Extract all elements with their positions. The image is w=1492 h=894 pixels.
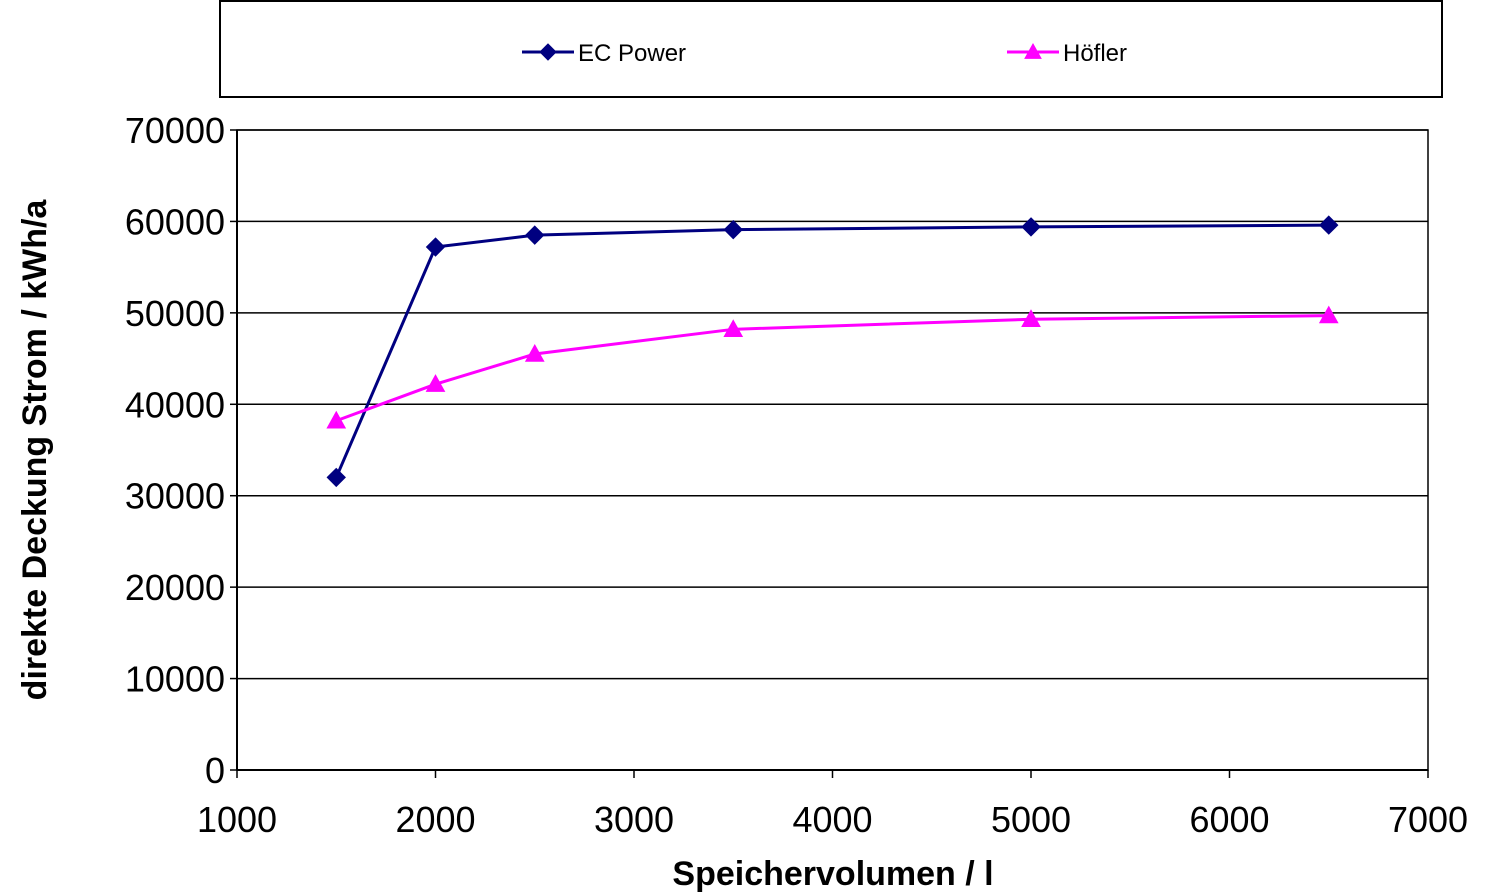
data-point-triangle — [425, 374, 446, 392]
data-point-triangle — [1021, 309, 1041, 327]
plot-area — [236, 129, 1429, 771]
y-axis-title: direkte Deckung Strom / kWh/a — [16, 199, 54, 701]
data-point-triangle — [1024, 42, 1042, 59]
data-point-diamond — [539, 43, 557, 61]
x-axis-title: Speichervolumen / l — [672, 855, 993, 893]
x-tick-label: 1000 — [197, 799, 277, 840]
y-tick-label: 50000 — [125, 293, 225, 334]
y-tick-label: 10000 — [125, 659, 225, 700]
series-line — [335, 314, 1329, 423]
data-point-triangle — [1318, 305, 1339, 324]
legend-box — [219, 0, 1443, 98]
x-tick-label: 2000 — [395, 799, 475, 840]
data-point-diamond — [425, 237, 446, 257]
gridlines — [237, 129, 1428, 680]
x-tick-label: 5000 — [991, 799, 1071, 840]
data-point-diamond — [1021, 217, 1041, 237]
tick-labels: 0 10000 20000 30000 40000 50000 60000 70000 1000… — [125, 110, 1468, 840]
x-tick-label: 3000 — [594, 799, 674, 840]
legend: EC Power Höfler — [522, 40, 1127, 67]
x-tick-label: 4000 — [792, 799, 872, 840]
y-tick-label: 70000 — [125, 110, 225, 151]
series-2 — [326, 305, 1339, 429]
series-line — [334, 223, 1329, 479]
x-tick-label: 6000 — [1189, 799, 1269, 840]
legend-item-1: EC Power — [522, 40, 686, 67]
data-point-triangle — [723, 319, 744, 338]
y-tick-label: 30000 — [125, 476, 225, 517]
legend-label: Höfler — [1063, 40, 1127, 67]
y-tick-label: 60000 — [125, 201, 225, 242]
x-tick-label: 7000 — [1388, 799, 1468, 840]
y-tick-label: 20000 — [125, 567, 225, 608]
series-layer — [326, 215, 1339, 488]
data-point-diamond — [525, 225, 545, 245]
data-point-diamond — [326, 467, 346, 488]
data-point-diamond — [1319, 215, 1339, 235]
data-point-triangle — [326, 410, 347, 429]
data-point-diamond — [723, 219, 743, 240]
legend-label: EC Power — [578, 40, 686, 67]
series-1 — [326, 215, 1339, 488]
y-tick-label: 40000 — [125, 384, 225, 425]
data-point-triangle — [524, 343, 545, 362]
y-tick-label: 0 — [205, 750, 225, 791]
axes — [230, 129, 1429, 778]
legend-item-2: Höfler — [1007, 40, 1127, 67]
